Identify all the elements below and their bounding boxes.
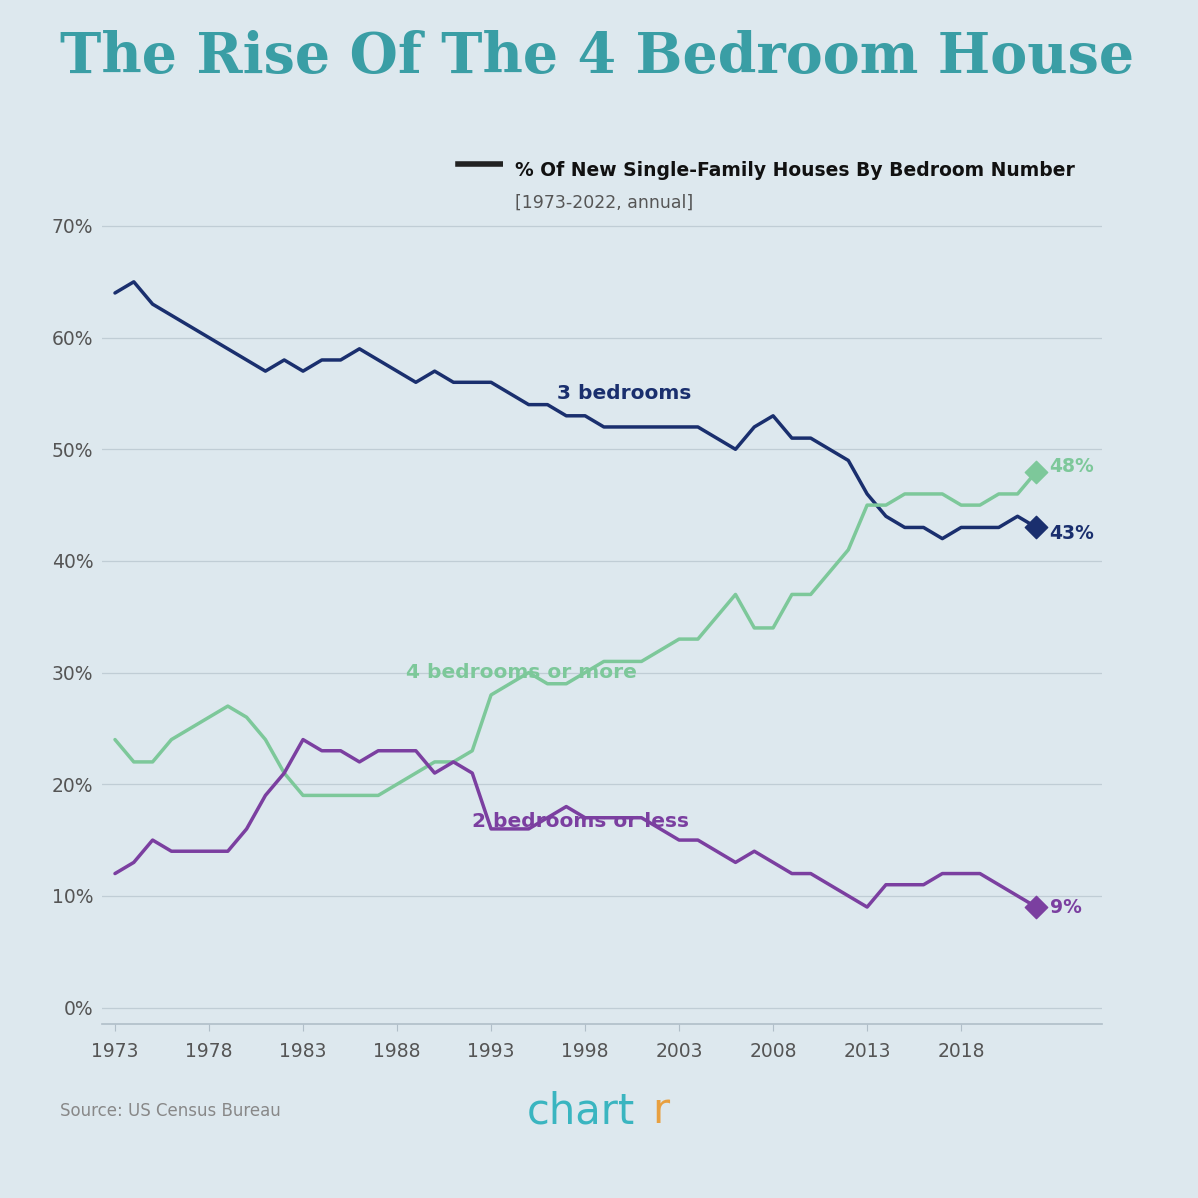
Text: % Of New Single-Family Houses By Bedroom Number: % Of New Single-Family Houses By Bedroom… — [515, 161, 1075, 180]
Point — [1027, 897, 1046, 916]
Text: Source: US Census Bureau: Source: US Census Bureau — [60, 1102, 280, 1120]
Text: 3 bedrooms: 3 bedrooms — [557, 385, 691, 403]
Text: The Rise Of The 4 Bedroom House: The Rise Of The 4 Bedroom House — [60, 30, 1135, 85]
Text: 4 bedrooms or more: 4 bedrooms or more — [406, 664, 637, 682]
Point — [1027, 462, 1046, 482]
Text: [1973-2022, annual]: [1973-2022, annual] — [515, 194, 694, 212]
Text: 43%: 43% — [1049, 524, 1095, 543]
Text: chart: chart — [527, 1090, 635, 1132]
Text: 9%: 9% — [1049, 897, 1082, 916]
Text: 2 bedrooms or less: 2 bedrooms or less — [472, 812, 689, 830]
Text: 48%: 48% — [1049, 456, 1094, 476]
Point — [1027, 518, 1046, 537]
Text: r: r — [653, 1090, 670, 1132]
